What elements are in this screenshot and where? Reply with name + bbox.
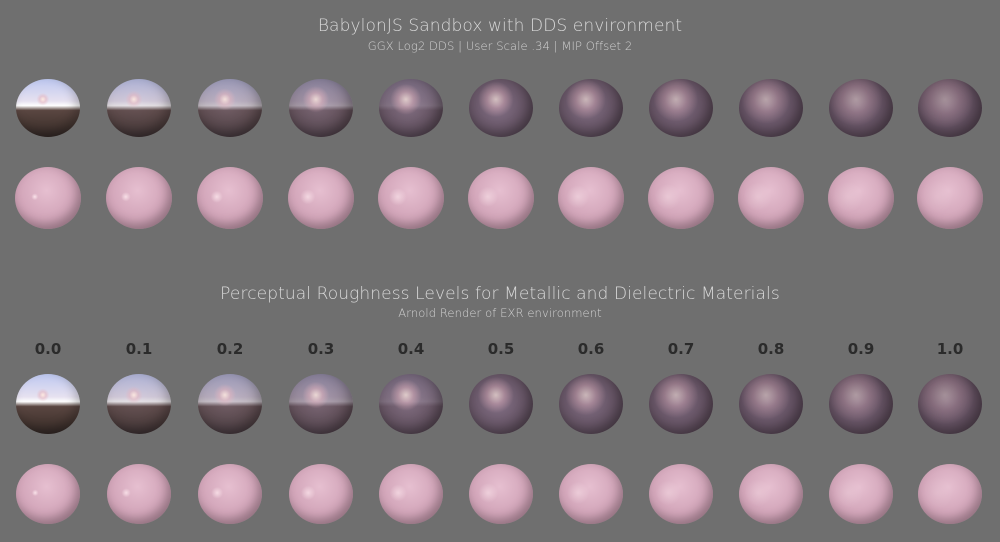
babylon-dielectric-sphere (828, 167, 894, 229)
arnold-metallic-sphere (107, 374, 171, 434)
babylon-metallic-sphere (829, 79, 893, 137)
page-title: BabylonJS Sandbox with DDS environment (317, 16, 683, 36)
arnold-dielectric-sphere (16, 464, 80, 524)
babylon-metallic-sphere (559, 79, 623, 137)
arnold-metallic-sphere (16, 374, 80, 434)
babylon-metallic-sphere (649, 79, 713, 137)
babylon-dielectric-sphere (15, 167, 81, 229)
roughness-label: 0.6 (577, 340, 605, 358)
babylon-dielectric-sphere (288, 167, 354, 229)
babylon-dielectric-sphere (468, 167, 534, 229)
arnold-dielectric-sphere (829, 464, 893, 524)
arnold-dielectric-sphere (289, 464, 353, 524)
arnold-metallic-sphere (469, 374, 533, 434)
babylon-metallic-sphere (918, 79, 982, 137)
babylon-dielectric-sphere (917, 167, 983, 229)
arnold-metallic-sphere (918, 374, 982, 434)
babylon-dielectric-sphere (648, 167, 714, 229)
arnold-metallic-sphere (739, 374, 803, 434)
babylon-metallic-sphere (16, 79, 80, 137)
babylon-metallic-sphere (739, 79, 803, 137)
roughness-labels: 0.0 0.1 0.2 0.3 0.4 0.5 0.6 0.7 0.8 0.9 1.0 (0, 340, 1000, 362)
arnold-dielectric-sphere (198, 464, 262, 524)
babylon-dielectric-sphere (558, 167, 624, 229)
babylon-dielectric-sphere (738, 167, 804, 229)
babylon-metallic-sphere (469, 79, 533, 137)
roughness-label: 0.8 (757, 340, 785, 358)
roughness-label: 0.0 (34, 340, 62, 358)
babylon-metallic-sphere (198, 79, 262, 137)
roughness-label: 0.1 (125, 340, 153, 358)
arnold-dielectric-sphere (379, 464, 443, 524)
babylon-dielectric-sphere (106, 167, 172, 229)
roughness-label: 0.2 (216, 340, 244, 358)
babylon-metallic-sphere (379, 79, 443, 137)
roughness-label: 0.3 (307, 340, 335, 358)
arnold-dielectric-sphere (559, 464, 623, 524)
arnold-dielectric-sphere (469, 464, 533, 524)
arnold-metallic-sphere (289, 374, 353, 434)
arnold-metallic-sphere (198, 374, 262, 434)
section-subtitle: Arnold Render of EXR environment (398, 306, 602, 320)
roughness-label: 1.0 (936, 340, 964, 358)
roughness-label: 0.4 (397, 340, 425, 358)
page-subtitle: GGX Log2 DDS | User Scale .34 | MIP Offs… (367, 39, 633, 53)
arnold-dielectric-sphere (107, 464, 171, 524)
roughness-label: 0.7 (667, 340, 695, 358)
arnold-metallic-sphere (559, 374, 623, 434)
arnold-dielectric-sphere (739, 464, 803, 524)
babylon-metallic-sphere (107, 79, 171, 137)
arnold-dielectric-sphere (918, 464, 982, 524)
arnold-dielectric-sphere (649, 464, 713, 524)
arnold-metallic-sphere (649, 374, 713, 434)
roughness-label: 0.9 (847, 340, 875, 358)
babylon-dielectric-sphere (378, 167, 444, 229)
babylon-metallic-sphere (289, 79, 353, 137)
roughness-label: 0.5 (487, 340, 515, 358)
babylon-dielectric-sphere (197, 167, 263, 229)
arnold-metallic-sphere (829, 374, 893, 434)
section-title: Perceptual Roughness Levels for Metallic… (220, 284, 780, 304)
arnold-metallic-sphere (379, 374, 443, 434)
